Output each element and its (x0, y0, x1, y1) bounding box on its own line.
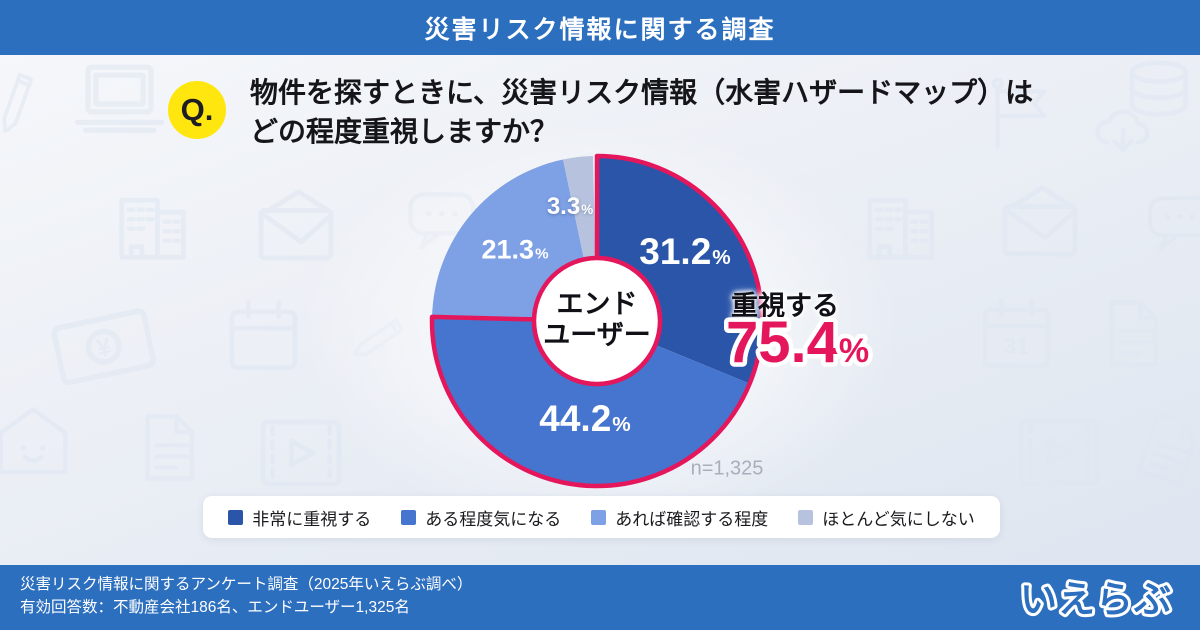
pencil-icon (0, 69, 48, 134)
sample-size-label: n=1,325 (690, 457, 764, 480)
center-label-line-2: ユーザー (543, 320, 651, 350)
video-play-icon (263, 422, 339, 484)
question-badge: Q. (168, 81, 226, 139)
document-icon (1112, 302, 1156, 364)
building-icon (122, 200, 184, 257)
legend-item-check-if-available: あれば確認する程度 (591, 505, 768, 530)
banknote-icon (53, 310, 154, 383)
legend-label: 非常に重視する (252, 509, 372, 529)
segment-value-very-important: 31.2% (639, 231, 730, 273)
cloud-download-icon (1098, 112, 1148, 150)
envelope-icon (1005, 188, 1075, 254)
donut-chart: 31.2% 44.2% 21.3% 3.3% エンド ユーザー n=1,325 (397, 121, 797, 521)
survey-source-line-1: 災害リスク情報に関するアンケート調査（2025年いえらぶ調べ） (20, 576, 473, 593)
value-unit: % (535, 245, 549, 263)
laptop-icon (78, 67, 162, 130)
ielove-logo-text: いえらぶ (1020, 579, 1172, 620)
question-line-2: どの程度重視しますか？ (250, 116, 559, 147)
speech-bubble-icon (1150, 198, 1200, 248)
legend-swatch (798, 509, 814, 525)
question-text: 物件を探すときに、災害リスク情報（水害ハザードマップ）は どの程度重視しますか？ (250, 73, 1033, 151)
database-icon (1132, 63, 1186, 114)
legend-item-very-important: 非常に重視する (228, 505, 371, 530)
segment-value-check-if-available: 21.3% (482, 235, 549, 266)
legend-label: あれば確認する程度 (615, 509, 769, 529)
highlight-value: 75.4% (722, 306, 874, 380)
legend-item-mostly-ignore: ほとんど気にしない (798, 505, 975, 530)
segment-check-if-available (432, 159, 585, 320)
legend-swatch (401, 509, 417, 525)
footer-bar: 災害リスク情報に関するアンケート調査（2025年いえらぶ調べ） 有効回答数：不動… (0, 565, 1200, 630)
value-number: 44.2 (539, 398, 612, 439)
legend-swatch (591, 509, 607, 525)
highlight-value-unit: % (839, 332, 869, 370)
segment-value-somewhat-concerned: 44.2% (539, 398, 630, 440)
value-unit: % (612, 413, 631, 436)
calendar-icon (232, 303, 295, 368)
value-number: 21.3 (481, 234, 535, 265)
legend-label: ある程度気になる (425, 509, 562, 529)
legend-label: ほとんど気にしない (822, 509, 975, 529)
donut-center-hole (531, 255, 663, 387)
highlight-value-number: 75.4 (726, 310, 839, 375)
legend-item-somewhat-concerned: ある程度気になる (401, 505, 561, 530)
envelope-icon (261, 192, 331, 258)
legend-swatch (228, 509, 244, 525)
survey-source-line-2: 有効回答数：不動産会社186名、エンドユーザー1,325名 (20, 599, 410, 616)
page-title: 災害リスク情報に関する調査 (424, 15, 776, 44)
header-bar: 災害リスク情報に関する調査 (0, 0, 1200, 55)
value-number: 3.3 (546, 193, 581, 220)
video-play-icon (1021, 421, 1097, 483)
document-icon (148, 416, 192, 478)
chart-center-label: エンド ユーザー (543, 289, 650, 351)
center-label-line-1: エンド (556, 289, 638, 319)
value-number: 31.2 (639, 231, 712, 272)
house-mascot-icon (1, 409, 66, 472)
chart-legend: 非常に重視する ある程度気になる あれば確認する程度 ほとんど気にしない (203, 496, 1000, 538)
svg-text:75.4%: 75.4% (726, 310, 869, 375)
segment-mostly-ignore (563, 156, 596, 260)
ielove-logo: いえらぶ (1017, 576, 1174, 623)
question-badge-label: Q. (180, 92, 214, 127)
value-unit: % (581, 202, 594, 217)
survey-source: 災害リスク情報に関するアンケート調査（2025年いえらぶ調べ） 有効回答数：不動… (20, 573, 472, 619)
question-line-1: 物件を探すときに、災害リスク情報（水害ハザードマップ）は (250, 77, 1034, 108)
document-icon (1139, 413, 1199, 484)
segment-value-mostly-ignore: 3.3% (547, 193, 593, 221)
value-unit: % (712, 246, 731, 269)
highlight-label: 重視する (731, 291, 839, 321)
building-icon (870, 200, 932, 257)
donut-chart-svg (429, 153, 765, 489)
calendar-icon (985, 301, 1048, 366)
segment-somewhat-concerned (431, 316, 750, 487)
